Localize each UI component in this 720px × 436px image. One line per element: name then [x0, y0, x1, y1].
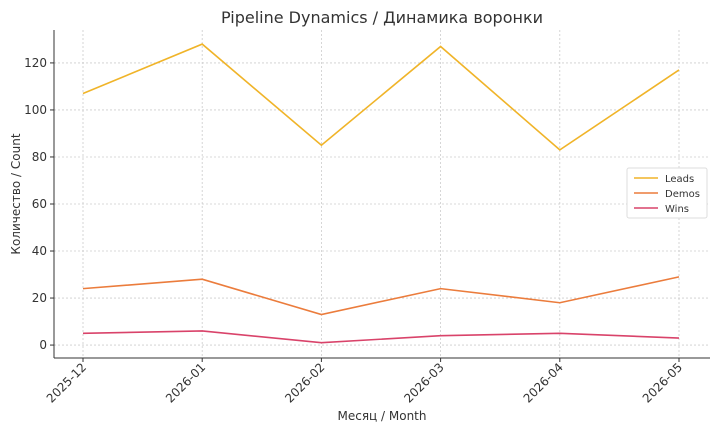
x-tick-label: 2025-12	[44, 360, 89, 405]
x-axis-label: Месяц / Month	[337, 409, 426, 423]
y-tick-label: 20	[32, 291, 47, 305]
legend-label: Leads	[665, 174, 694, 185]
legend-label: Wins	[665, 204, 689, 215]
legend-box	[626, 167, 708, 219]
y-tick-label: 100	[24, 103, 47, 117]
y-tick-label: 60	[32, 197, 47, 211]
x-tick-label: 2026-04	[521, 360, 566, 405]
legend-label: Demos	[665, 189, 700, 200]
series-line-demos	[82, 276, 680, 316]
x-tick-label: 2026-02	[282, 360, 327, 405]
series-line-leads	[82, 43, 680, 151]
x-tick-label: 2026-01	[163, 360, 208, 405]
x-tick-label: 2026-05	[640, 360, 685, 405]
y-tick-label: 40	[32, 244, 47, 258]
x-tick-label: 2026-03	[401, 360, 446, 405]
y-axis-label: Количество / Count	[9, 133, 23, 254]
y-tick-label: 120	[24, 56, 47, 70]
y-tick-label: 80	[32, 150, 47, 164]
series-line-wins	[82, 330, 680, 344]
chart-title: Pipeline Dynamics / Динамика воронки	[221, 8, 543, 27]
y-tick-label: 0	[39, 338, 47, 352]
